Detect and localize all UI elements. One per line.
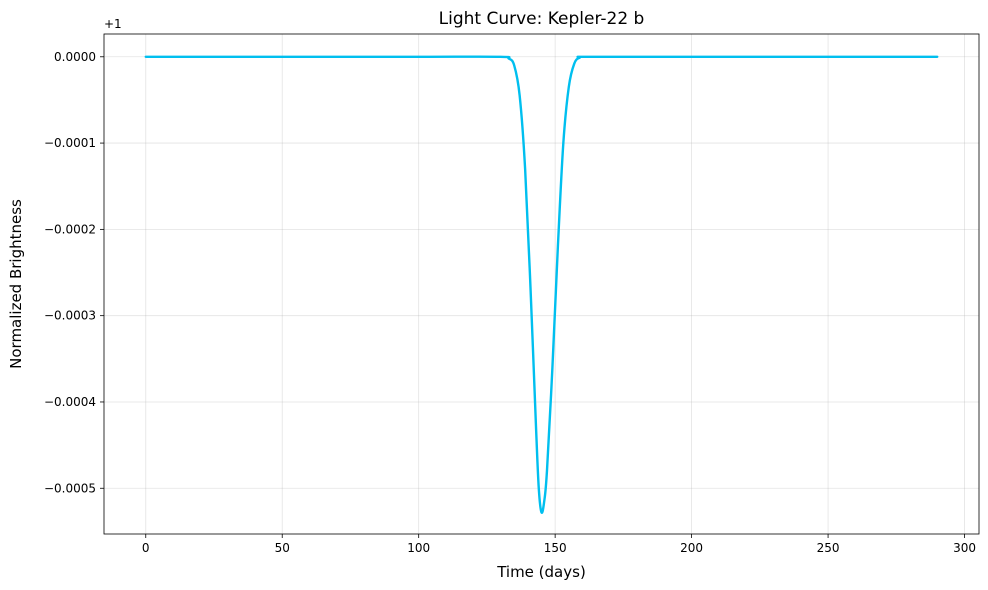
y-axis: 0.0000 −0.0001 −0.0002 −0.0003 −0.0004 −0.000…: [44, 50, 104, 495]
y-offset-label: +1: [104, 17, 122, 31]
y-axis-label: Normalized Brightness: [7, 199, 25, 369]
y-tick-label: 0.0000: [54, 50, 96, 64]
plot-frame: [103, 33, 980, 535]
x-tick-label: 0: [142, 541, 150, 555]
y-tick-label: −0.0004: [44, 395, 96, 409]
x-axis-label: Time (days): [496, 563, 586, 581]
x-tick-label: 100: [407, 541, 430, 555]
x-axis: 0 50 100 150 200 250 300: [142, 534, 976, 555]
grid: [104, 34, 979, 534]
x-tick-label: 250: [817, 541, 840, 555]
light-curve-line: [144, 55, 939, 515]
x-tick-label: 50: [275, 541, 290, 555]
chart-title: Light Curve: Kepler-22 b: [439, 9, 645, 29]
x-tick-label: 150: [544, 541, 567, 555]
y-tick-label: −0.0003: [44, 309, 96, 323]
y-tick-label: −0.0001: [44, 136, 96, 150]
x-tick-label: 300: [953, 541, 976, 555]
y-tick-label: −0.0005: [44, 481, 96, 495]
series-layer: [144, 55, 939, 515]
x-tick-label: 200: [680, 541, 703, 555]
y-tick-label: −0.0002: [44, 222, 96, 236]
